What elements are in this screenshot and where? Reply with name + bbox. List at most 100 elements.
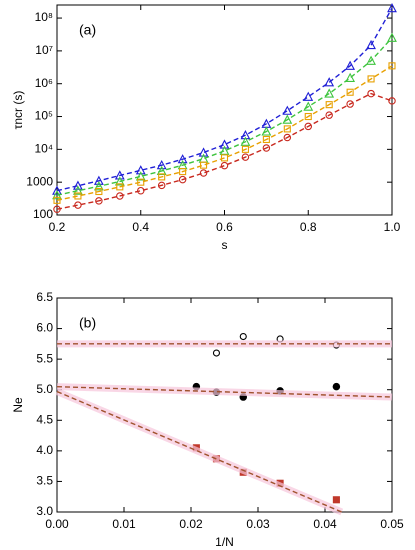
- marker: [332, 496, 340, 504]
- x-tick-label: 0.04: [313, 517, 337, 531]
- marker: [388, 62, 396, 70]
- fit-line: [56, 65, 393, 202]
- y-tick-label: 10⁴: [34, 142, 53, 156]
- marker: [325, 111, 333, 119]
- marker: [156, 165, 167, 175]
- marker: [178, 175, 187, 184]
- marker: [241, 145, 249, 153]
- marker: [345, 60, 356, 70]
- fit-line: [56, 37, 393, 196]
- marker: [93, 181, 104, 191]
- marker: [52, 190, 62, 200]
- marker: [345, 72, 356, 82]
- marker: [179, 168, 187, 176]
- marker: [114, 170, 125, 180]
- marker: [95, 187, 103, 196]
- y-tick-label: 4.0: [36, 443, 53, 457]
- y-tick-label: 10⁵: [35, 109, 53, 123]
- x-tick-label: 0.8: [300, 220, 317, 234]
- marker: [387, 32, 397, 42]
- marker: [303, 91, 314, 101]
- marker: [283, 125, 291, 133]
- marker: [74, 201, 82, 209]
- marker: [158, 173, 166, 181]
- marker: [137, 178, 145, 186]
- marker: [304, 112, 312, 121]
- marker: [73, 180, 83, 190]
- y-tick-label: 6.0: [36, 321, 53, 335]
- y-tick-label: 10⁷: [35, 43, 53, 57]
- marker: [116, 183, 124, 191]
- marker: [177, 154, 188, 164]
- marker: [73, 185, 83, 195]
- marker: [366, 55, 376, 65]
- marker: [93, 175, 104, 185]
- y-tick-label: 6.5: [36, 290, 53, 304]
- x-tick-label: 0.02: [179, 517, 203, 531]
- y-tick-label: 100: [33, 207, 53, 221]
- y-axis-label: τncr (s): [11, 91, 25, 130]
- marker: [325, 101, 333, 109]
- marker: [262, 135, 270, 144]
- marker: [220, 154, 229, 162]
- x-axis-label: 1/N: [215, 535, 234, 549]
- marker: [137, 186, 145, 195]
- y-tick-label: 5.5: [36, 351, 53, 365]
- x-tick-label: 0.2: [49, 220, 66, 234]
- plot-frame: [56, 4, 393, 216]
- marker: [116, 192, 124, 200]
- y-tick-label: 3.0: [36, 504, 53, 518]
- line-glow: [56, 383, 393, 401]
- marker: [74, 192, 82, 200]
- panel-label: (a): [79, 22, 96, 38]
- y-axis-label: Ne: [11, 397, 25, 413]
- marker: [135, 171, 146, 181]
- marker: [199, 169, 208, 177]
- marker: [52, 185, 62, 195]
- marker: [261, 126, 272, 136]
- y-tick-label: 3.5: [36, 474, 53, 488]
- marker: [366, 39, 376, 50]
- marker: [219, 139, 230, 149]
- marker: [262, 144, 271, 152]
- fit-line: [56, 92, 393, 210]
- marker: [324, 77, 335, 87]
- marker: [387, 3, 397, 13]
- x-tick-label: 0.03: [246, 517, 270, 531]
- x-tick-label: 0.05: [380, 517, 404, 531]
- x-axis-label: s: [222, 238, 228, 252]
- x-tick-label: 0.4: [132, 220, 149, 234]
- y-tick-label: 1000: [26, 174, 53, 188]
- marker: [282, 114, 293, 124]
- marker: [304, 122, 312, 131]
- marker: [200, 161, 208, 169]
- marker: [346, 88, 354, 96]
- marker: [332, 382, 341, 391]
- marker: [212, 349, 221, 357]
- marker: [241, 153, 250, 161]
- x-tick-label: 0.00: [45, 517, 69, 531]
- marker: [240, 136, 251, 146]
- marker: [282, 105, 293, 115]
- marker: [53, 205, 61, 213]
- y-tick-label: 4.5: [36, 412, 53, 426]
- marker: [239, 332, 247, 341]
- fit-line: [56, 7, 393, 192]
- marker: [283, 133, 292, 142]
- marker: [156, 159, 167, 170]
- marker: [53, 196, 61, 204]
- marker: [95, 197, 103, 205]
- fit-line: [56, 390, 343, 513]
- marker: [198, 147, 209, 157]
- x-tick-label: 1.0: [384, 220, 401, 234]
- marker: [367, 75, 375, 83]
- x-tick-label: 0.6: [216, 220, 233, 234]
- plot-frame: [56, 297, 393, 513]
- x-tick-label: 0.01: [112, 517, 136, 531]
- marker: [157, 181, 166, 190]
- marker: [324, 88, 335, 98]
- marker: [135, 165, 146, 175]
- marker: [220, 161, 229, 170]
- marker: [367, 89, 375, 98]
